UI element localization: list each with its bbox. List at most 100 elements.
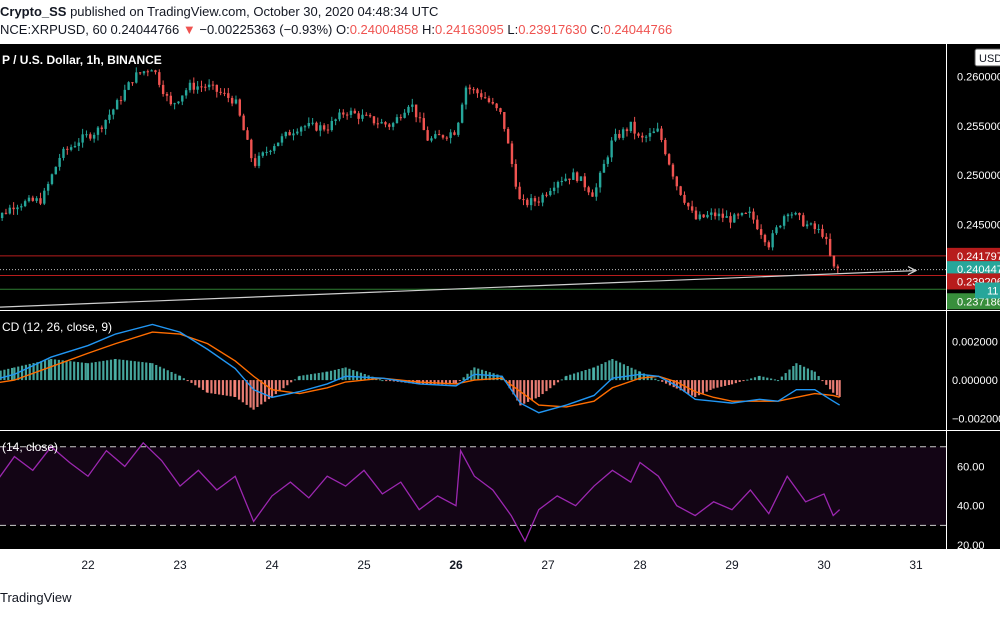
macd-histogram-bar bbox=[622, 364, 625, 381]
macd-histogram-bar bbox=[151, 363, 154, 381]
price-pane-title: P / U.S. Dollar, 1h, BINANCE bbox=[2, 53, 162, 67]
macd-histogram-bar bbox=[17, 366, 20, 381]
macd-histogram-bar bbox=[329, 370, 333, 381]
candle-body bbox=[499, 108, 502, 112]
candle-body bbox=[725, 216, 728, 218]
time-axis-tick-label: 25 bbox=[357, 558, 371, 572]
macd-histogram-bar bbox=[241, 380, 244, 403]
macd-histogram-bar bbox=[155, 364, 158, 381]
macd-histogram-bar bbox=[237, 380, 241, 400]
macd-histogram-bar bbox=[149, 362, 152, 381]
macd-histogram-bar bbox=[326, 371, 329, 381]
macd-histogram-bar bbox=[356, 371, 359, 381]
macd-histogram-bar bbox=[821, 380, 824, 382]
candle-body bbox=[96, 127, 100, 135]
macd-histogram-bar bbox=[661, 380, 664, 382]
macd-histogram-bar bbox=[611, 358, 614, 381]
macd-histogram-bar bbox=[588, 368, 591, 381]
macd-histogram-bar bbox=[470, 370, 473, 381]
candle-body bbox=[495, 103, 498, 109]
candle-body bbox=[541, 194, 544, 203]
candle-body bbox=[154, 70, 157, 73]
candle-body bbox=[526, 199, 529, 206]
candle-body bbox=[729, 216, 732, 223]
time-axis-background bbox=[0, 549, 1000, 580]
candle-body bbox=[418, 117, 422, 119]
macd-histogram-bar bbox=[225, 380, 228, 396]
macd-histogram-bar bbox=[462, 377, 465, 381]
candle-body bbox=[319, 125, 322, 131]
candle-body bbox=[112, 109, 115, 115]
candle-body bbox=[748, 211, 751, 214]
macd-histogram-bar bbox=[57, 359, 60, 381]
candle-body bbox=[591, 192, 594, 197]
candle-body bbox=[767, 242, 770, 248]
macd-histogram-bar bbox=[76, 362, 80, 381]
candle-body bbox=[560, 181, 563, 183]
macd-histogram-bar bbox=[109, 359, 113, 381]
macd-histogram-bar bbox=[43, 360, 47, 381]
candle-body bbox=[817, 228, 820, 230]
macd-histogram-bar bbox=[106, 360, 109, 381]
candle-body bbox=[437, 134, 441, 136]
candle-body bbox=[453, 132, 456, 135]
candle-body bbox=[23, 201, 27, 207]
macd-axis-tick-label: 0.002000 bbox=[952, 337, 998, 349]
candle-body bbox=[572, 172, 575, 180]
macd-histogram-bar bbox=[642, 373, 645, 381]
macd-histogram-bar bbox=[608, 360, 611, 381]
candle-body bbox=[690, 206, 694, 211]
macd-histogram-bar bbox=[792, 366, 795, 381]
candle-body bbox=[821, 228, 824, 237]
candle-body bbox=[472, 89, 475, 91]
macd-histogram-bar bbox=[452, 380, 455, 385]
macd-histogram-bar bbox=[137, 361, 140, 381]
macd-histogram-bar bbox=[337, 369, 340, 381]
macd-histogram-bar bbox=[750, 378, 753, 381]
macd-histogram-bar bbox=[773, 379, 777, 381]
candle-body bbox=[579, 176, 583, 181]
tradingview-brand[interactable]: TradingView bbox=[0, 590, 72, 605]
candle-body bbox=[165, 94, 169, 96]
macd-histogram-bar bbox=[530, 380, 533, 401]
candle-body bbox=[234, 99, 238, 104]
candle-body bbox=[89, 134, 92, 139]
candle-body bbox=[230, 97, 234, 104]
candle-body bbox=[223, 92, 226, 94]
macd-histogram-bar bbox=[753, 377, 757, 381]
countdown-label: 11 bbox=[987, 286, 998, 298]
macd-histogram-bar bbox=[141, 362, 144, 381]
open-value: 0.24004858 bbox=[349, 22, 419, 37]
close-value: 0.24044766 bbox=[603, 22, 673, 37]
macd-histogram-bar bbox=[709, 380, 712, 390]
candle-body bbox=[196, 86, 199, 90]
macd-histogram-bar bbox=[600, 363, 603, 381]
candle-body bbox=[173, 103, 176, 105]
macd-histogram-bar bbox=[344, 367, 347, 381]
macd-histogram-bar bbox=[114, 358, 117, 381]
macd-histogram-bar bbox=[569, 374, 572, 381]
candle-body bbox=[108, 114, 111, 120]
candle-body bbox=[261, 152, 264, 156]
macd-histogram-bar bbox=[201, 380, 205, 390]
macd-histogram-bar bbox=[817, 376, 820, 381]
candle-body bbox=[545, 194, 548, 196]
candle-body bbox=[288, 132, 291, 136]
chart-header: Crypto_SS published on TradingView.com, … bbox=[0, 0, 1000, 44]
chart-canvas[interactable]: P / U.S. Dollar, 1h, BINANCE 0.260000 0.25… bbox=[0, 44, 1000, 580]
macd-histogram-bar bbox=[492, 373, 495, 381]
macd-histogram-bar bbox=[32, 363, 35, 381]
candle-body bbox=[338, 112, 341, 120]
symbol-label: NCE:XRPUSD, 60 bbox=[0, 22, 107, 37]
candle-body bbox=[39, 198, 42, 204]
macd-histogram-bar bbox=[133, 361, 136, 381]
candle-body bbox=[204, 86, 207, 88]
publisher-name[interactable]: Crypto_SS bbox=[0, 4, 67, 19]
last-price: 0.24044766 bbox=[110, 22, 180, 37]
trend-line bbox=[0, 269, 917, 308]
macd-histogram-bar bbox=[705, 380, 708, 392]
candle-body bbox=[568, 178, 571, 180]
macd-line bbox=[0, 323, 840, 414]
macd-histogram-bar bbox=[829, 380, 832, 390]
macd-histogram-bar bbox=[746, 379, 749, 381]
